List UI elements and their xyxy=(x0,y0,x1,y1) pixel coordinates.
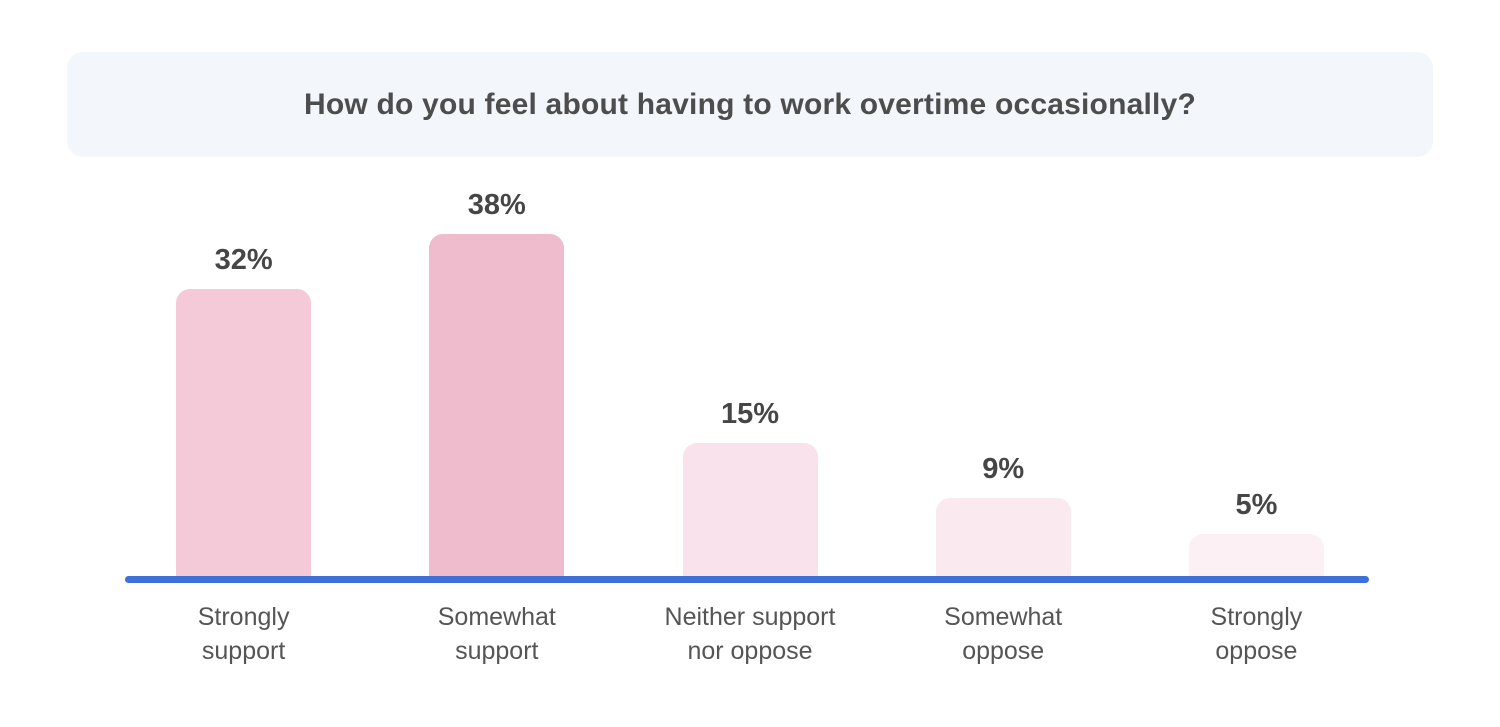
bar-group: 5% xyxy=(1130,489,1383,580)
chart-title: How do you feel about having to work ove… xyxy=(304,87,1196,121)
x-axis-line xyxy=(125,576,1369,583)
bar-group: 15% xyxy=(623,398,876,580)
category-label: Somewhat support xyxy=(370,600,623,668)
bar-group: 9% xyxy=(877,453,1130,580)
bar-value-label: 38% xyxy=(467,189,526,221)
category-label: Strongly oppose xyxy=(1130,600,1383,668)
bar-value-label: 5% xyxy=(1235,489,1278,521)
category-label-text: Strongly support xyxy=(197,603,290,665)
labels-row: Strongly support Somewhat support Neither … xyxy=(117,580,1383,668)
bar-value-label: 15% xyxy=(720,398,780,430)
category-label: Somewhat oppose xyxy=(877,600,1130,668)
category-label-text: Neither support nor oppose xyxy=(664,603,836,665)
category-label-text: Somewhat oppose xyxy=(944,603,1063,665)
bar xyxy=(1188,534,1324,580)
bar-value-label: 32% xyxy=(214,244,273,276)
bar xyxy=(935,498,1071,580)
bar xyxy=(429,234,565,580)
category-label-text: Somewhat support xyxy=(437,603,556,665)
category-label: Strongly support xyxy=(117,600,370,668)
category-label-text: Strongly oppose xyxy=(1210,603,1303,665)
bar xyxy=(682,443,818,580)
bar-group: 32% xyxy=(117,244,370,580)
chart-title-card: How do you feel about having to work ove… xyxy=(67,52,1433,157)
bars-row: 32% 38% 15% 9% 5% xyxy=(117,180,1383,580)
bar-value-label: 9% xyxy=(982,453,1025,485)
bar-chart: 32% 38% 15% 9% 5% Strongly support Somewhat s… xyxy=(117,180,1383,668)
bar xyxy=(176,289,312,580)
bar-group: 38% xyxy=(370,189,623,580)
category-label: Neither support nor oppose xyxy=(623,600,876,668)
